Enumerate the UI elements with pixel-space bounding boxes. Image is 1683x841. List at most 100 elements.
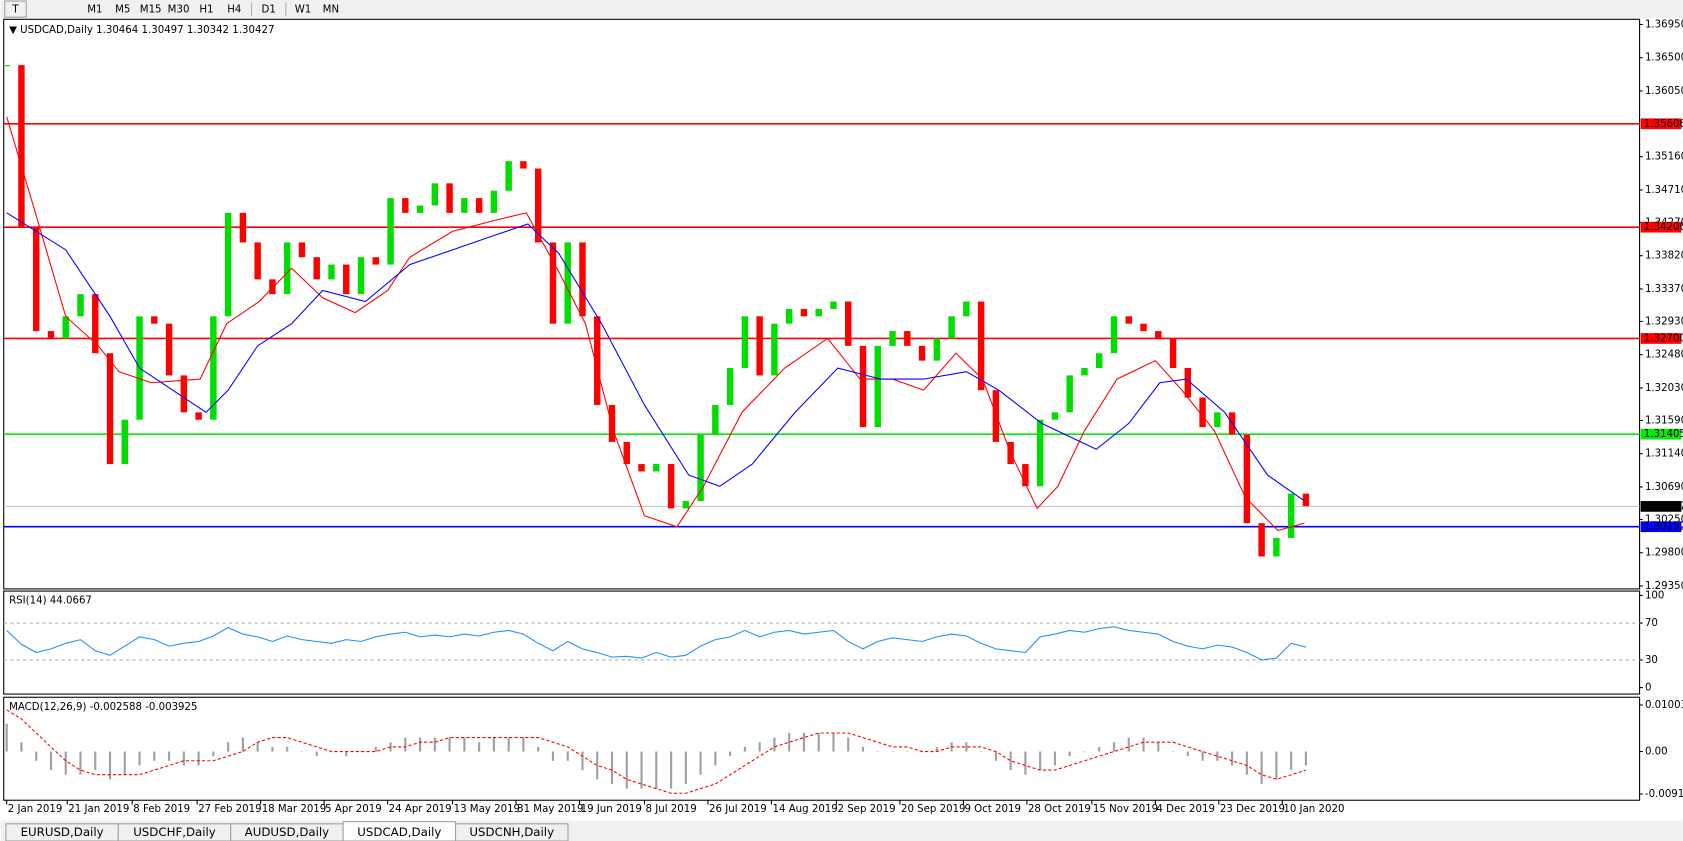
macd-bar (138, 751, 141, 766)
macd-bar (1083, 751, 1086, 753)
macd-bar (345, 751, 348, 757)
macd-bar (108, 751, 112, 780)
macd-bar (1053, 751, 1057, 766)
timeframe-button[interactable] (221, 1, 248, 18)
macd-bar (478, 742, 481, 752)
candle-body (712, 404, 719, 435)
candle-body (239, 212, 247, 243)
y-tick-label: 1.30690 (1645, 482, 1683, 493)
candle-body (726, 368, 734, 405)
timeframe-button[interactable] (290, 1, 316, 18)
candle-body (77, 294, 84, 317)
tab-label: EURUSD,Daily (21, 825, 104, 839)
macd-bar (817, 732, 820, 752)
x-tick-label: 24 Apr 2019 (389, 804, 452, 815)
timeframe-button[interactable] (318, 1, 344, 18)
candle-body (771, 323, 778, 376)
candle-body (165, 323, 173, 376)
macd-bar (1127, 737, 1130, 752)
macd-bar (669, 751, 673, 789)
macd-bar (581, 751, 584, 771)
macd-bar (802, 732, 806, 752)
quote-value: 1.30464 (96, 25, 138, 36)
macd-bar (1142, 737, 1145, 752)
macd-bar (241, 737, 244, 752)
candle-body (1081, 368, 1088, 376)
timeframe-button[interactable] (165, 1, 192, 18)
timeframe-button[interactable] (193, 1, 220, 18)
macd-bar (359, 751, 363, 753)
x-tick-label: 5 Apr 2019 (325, 804, 382, 815)
candle-body (402, 198, 409, 213)
quote-value: 1.30497 (142, 25, 184, 36)
x-tick-label: 19 Jun 2019 (581, 804, 642, 815)
candle-body (1287, 493, 1295, 538)
macd-bar (271, 746, 274, 752)
macd-bar (699, 751, 702, 775)
macd-bar (315, 751, 318, 757)
candle-body (904, 331, 911, 346)
macd-bar (463, 737, 466, 752)
candle-body (549, 242, 557, 324)
candle-body (313, 257, 320, 280)
text-tool[interactable] (4, 0, 27, 18)
timeframe-button[interactable] (255, 1, 282, 18)
level-tag (1640, 333, 1682, 344)
macd-bar (758, 742, 761, 752)
macd-bar (197, 751, 200, 766)
text-tool-icon: T (11, 5, 19, 16)
shapes-tool[interactable] (36, 1, 74, 18)
panel-frame (3, 696, 1641, 801)
x-tick-label: 28 Oct 2019 (1028, 804, 1091, 815)
timeframe-button[interactable] (109, 1, 136, 18)
macd-bar (537, 746, 540, 752)
macd-bar (1157, 742, 1160, 752)
x-tick-label: 10 Jan 2020 (1283, 804, 1344, 815)
x-tick-label: 4 Dec 2019 (1156, 804, 1215, 815)
y-tick-label: 0.010035 (1645, 700, 1683, 711)
y-tick-label: 1.31140 (1645, 449, 1683, 460)
macd-bar (1009, 751, 1012, 771)
y-tick-label: 1.36950 (1645, 19, 1683, 30)
macd-bar (227, 742, 230, 752)
timeframe-label: M30 (168, 5, 190, 16)
chart-header: ▼ USDCAD,Daily 1.30464 1.30497 1.30342 1… (9, 25, 274, 36)
macd-bar (610, 751, 614, 785)
candle-body (1125, 316, 1132, 324)
macd-bar (404, 737, 407, 752)
macd-bar (1260, 751, 1263, 785)
timeframe-button[interactable] (137, 1, 164, 18)
candle-body (918, 345, 926, 361)
candle-body (1036, 419, 1044, 487)
quote-value: 1.30427 (232, 25, 274, 36)
tab-label: USDCNH,Daily (469, 825, 554, 839)
level-tag (1640, 118, 1682, 130)
timeframe-label: H4 (227, 5, 241, 16)
candle-body (815, 308, 822, 317)
timeframe-button[interactable] (82, 1, 108, 18)
candle-body (667, 464, 675, 509)
macd-bar (212, 751, 215, 757)
y-tick-label: 1.34710 (1645, 185, 1683, 196)
candle-body (431, 183, 439, 206)
macd-bar (906, 751, 909, 753)
macd-bar (389, 742, 392, 752)
rsi-line (6, 626, 1307, 661)
macd-bar (35, 751, 38, 761)
candle-body (121, 419, 129, 465)
macd-bar (168, 751, 171, 761)
candle-body (62, 316, 69, 339)
candle-body (1155, 331, 1162, 339)
candle-body (1110, 316, 1118, 354)
macd-bar (625, 751, 628, 789)
macd-bar (640, 751, 643, 789)
macd-bar (448, 737, 451, 752)
macd-bar (1304, 751, 1307, 766)
y-tick-label: -0.009153 (1645, 789, 1683, 800)
macd-bar (507, 737, 510, 752)
macd-bar (182, 751, 185, 766)
macd-bar (374, 746, 377, 752)
macd-bar (566, 751, 569, 761)
candle-body (224, 212, 232, 317)
panel-frame (3, 18, 1641, 590)
